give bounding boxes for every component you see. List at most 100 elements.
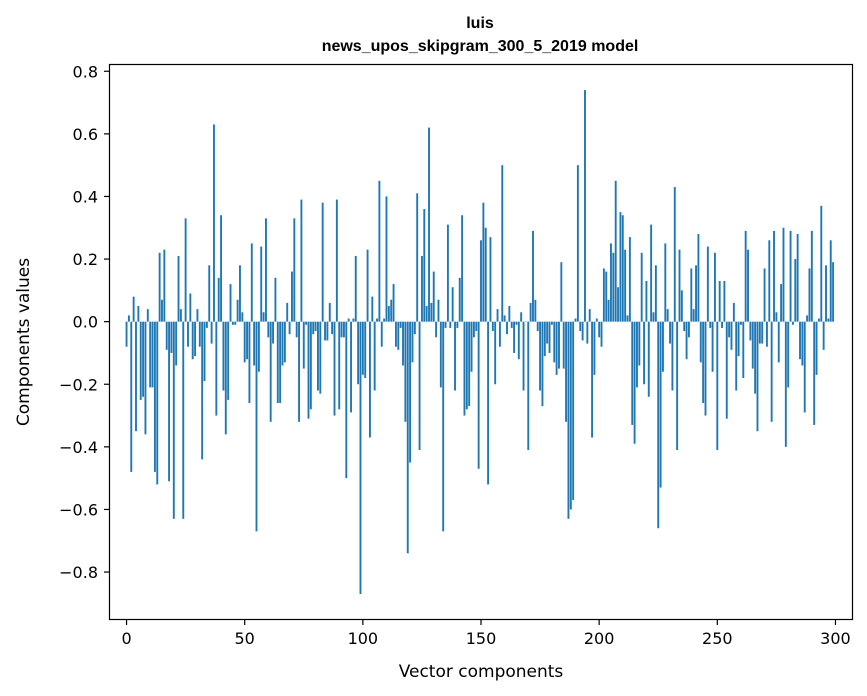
- bar: [317, 321, 319, 391]
- bar: [205, 321, 208, 328]
- bar: [142, 321, 145, 397]
- bar: [165, 321, 168, 350]
- y-tick-label: 0.6: [73, 125, 98, 144]
- bar: [179, 309, 182, 322]
- bar: [368, 321, 371, 438]
- bar: [697, 234, 700, 322]
- bars-group: [125, 90, 835, 594]
- bar: [163, 249, 166, 322]
- bar: [529, 302, 532, 322]
- x-tick-label: 300: [820, 629, 851, 648]
- bar: [385, 196, 388, 322]
- bar: [489, 237, 492, 322]
- bar: [305, 321, 308, 325]
- bar: [579, 321, 582, 332]
- bar: [756, 321, 759, 432]
- bar: [274, 277, 277, 322]
- bar: [744, 230, 747, 322]
- bar: [201, 321, 204, 460]
- bar: [761, 321, 764, 344]
- bar: [435, 321, 438, 338]
- bar: [418, 321, 421, 450]
- bar: [366, 249, 369, 322]
- bar: [309, 321, 312, 410]
- bar: [614, 180, 617, 322]
- bar: [172, 321, 175, 519]
- bar: [359, 321, 362, 594]
- bar: [279, 321, 282, 404]
- chart-subtitle: news_upos_skipgram_300_5_2019 model: [322, 38, 639, 55]
- x-tick-label: 100: [348, 629, 379, 648]
- bar: [593, 321, 596, 375]
- bar: [321, 202, 324, 322]
- bar: [496, 309, 499, 322]
- bar: [217, 277, 220, 322]
- bar: [210, 321, 213, 344]
- bar: [602, 268, 605, 322]
- bar: [704, 321, 707, 416]
- bar: [555, 321, 558, 375]
- x-tick-label: 200: [584, 629, 615, 648]
- bar: [678, 249, 681, 322]
- bar: [624, 249, 627, 322]
- bar: [543, 321, 546, 357]
- bar: [799, 321, 801, 360]
- bar: [817, 318, 820, 322]
- bar: [773, 230, 775, 322]
- bar: [532, 230, 534, 322]
- bar: [695, 265, 697, 322]
- bar: [680, 290, 683, 322]
- bar: [765, 321, 768, 347]
- bar: [832, 262, 835, 322]
- bar: [584, 90, 586, 322]
- bar: [522, 321, 525, 391]
- bar: [503, 315, 506, 322]
- bar: [491, 321, 494, 332]
- bar: [189, 293, 192, 322]
- bar: [222, 321, 225, 391]
- bar: [175, 321, 178, 366]
- bar: [132, 296, 135, 322]
- bar: [546, 321, 549, 344]
- bar: [747, 249, 749, 322]
- bar: [127, 315, 130, 322]
- bar: [562, 321, 565, 369]
- bar: [260, 246, 263, 322]
- bar: [718, 280, 721, 322]
- bar: [827, 318, 830, 322]
- plot-frame: [108, 63, 854, 621]
- bar: [196, 309, 199, 322]
- bar: [449, 321, 452, 328]
- bar: [146, 309, 149, 322]
- bar: [451, 287, 454, 322]
- bar: [248, 321, 251, 404]
- bar: [402, 321, 404, 366]
- bar: [617, 287, 619, 322]
- bar: [298, 321, 300, 422]
- bar: [404, 321, 407, 422]
- bar: [784, 321, 787, 447]
- bar: [631, 321, 634, 425]
- bar: [794, 259, 797, 322]
- bar: [789, 230, 792, 322]
- bar: [399, 321, 402, 328]
- bar: [423, 208, 426, 322]
- bar: [763, 268, 766, 322]
- bar: [170, 321, 173, 353]
- bar: [671, 321, 674, 391]
- bar: [487, 321, 490, 485]
- bar: [506, 321, 508, 335]
- bar: [338, 321, 341, 410]
- bar: [640, 252, 643, 322]
- bar: [161, 299, 163, 322]
- bar: [177, 255, 180, 322]
- bar: [723, 280, 726, 322]
- y-tick-label: −0.8: [59, 563, 98, 582]
- bar: [357, 321, 360, 385]
- bar: [669, 321, 671, 344]
- bar: [657, 321, 660, 529]
- bar: [373, 321, 376, 391]
- bar: [688, 321, 690, 338]
- bar: [307, 321, 310, 419]
